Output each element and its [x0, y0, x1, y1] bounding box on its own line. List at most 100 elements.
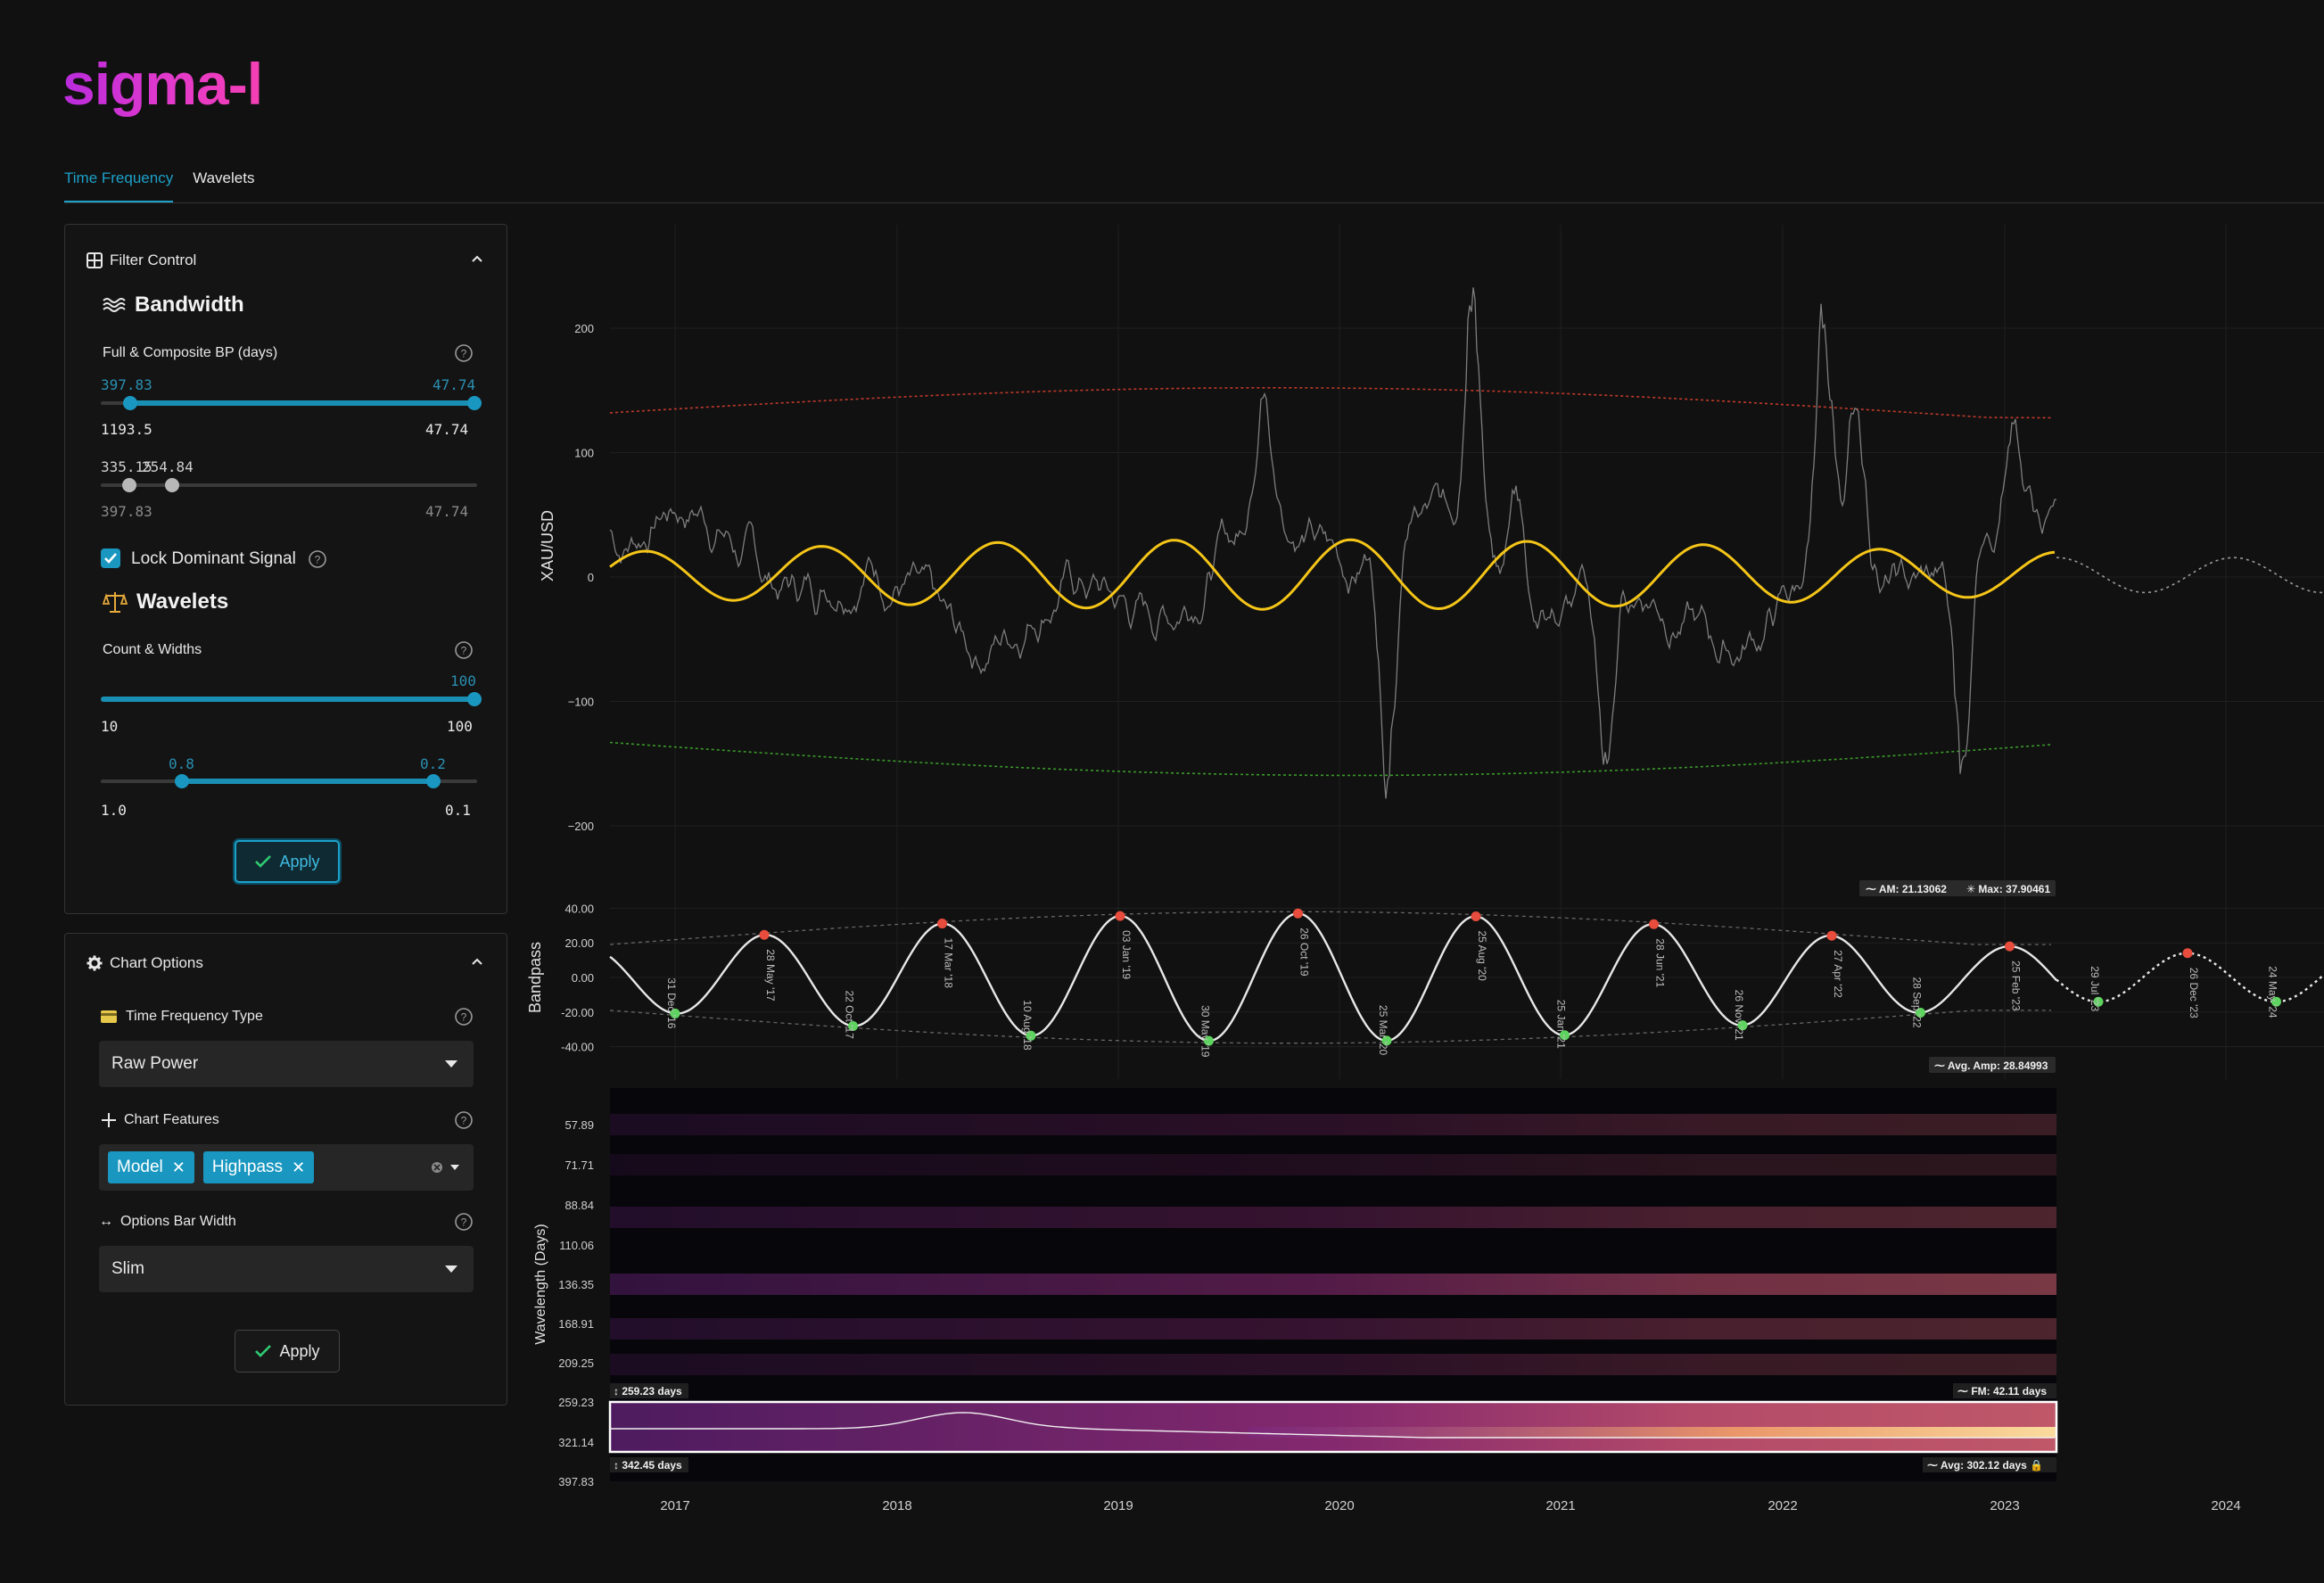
svg-text:?: ? [461, 348, 467, 360]
composite-slider-low-handle[interactable] [122, 478, 136, 492]
close-icon[interactable]: ✕ [292, 1158, 306, 1176]
bandpass-chart-layer: 31 Dec '16 22 Oct '17 10 Aug '18 30 May '19… [609, 880, 2324, 1073]
bandwidth-heading: Bandwidth [103, 293, 244, 317]
full-slider-max-label: 47.74 [425, 421, 469, 438]
x-tick-label: 2020 [1324, 1498, 1354, 1513]
tab-bar: Time Frequency Wavelets [64, 161, 274, 203]
peak-marker [1826, 930, 1837, 941]
scale-balance-icon [103, 592, 128, 613]
tf-type-label-row: Time Frequency Type [101, 1009, 263, 1025]
full-composite-label: Full & Composite BP (days) [103, 345, 278, 360]
close-icon[interactable]: ✕ [171, 1158, 185, 1176]
avg-box [1923, 1457, 2056, 1472]
tf-type-label: Time Frequency Type [126, 1009, 263, 1024]
peak-date-label: 26 Dec '23 [2188, 968, 2200, 1018]
count-slider-handle[interactable] [467, 692, 482, 706]
filter-control-title: Filter Control [110, 251, 197, 268]
full-slider-high-handle[interactable] [467, 396, 482, 410]
tab-wavelets[interactable]: Wavelets [193, 169, 255, 186]
lock-dominant-checkbox[interactable] [101, 548, 120, 568]
count-slider-min-label: 10 [101, 718, 119, 735]
svg-text:?: ? [461, 1115, 467, 1127]
trough-date-label: 26 Nov '21 [1733, 990, 1745, 1041]
tab-divider [64, 202, 2324, 203]
bar-width-label: Options Bar Width [120, 1214, 236, 1229]
heatmap-band [610, 1354, 2056, 1375]
heat-y-tick-label: 168.91 [558, 1317, 594, 1331]
count-slider-track[interactable] [101, 697, 475, 702]
filter-control-header[interactable]: Filter Control [87, 247, 485, 274]
trough-date-label: 29 Jul '23 [2089, 966, 2101, 1011]
heatmap-band [610, 1154, 2056, 1175]
width-slider-low-handle[interactable] [175, 774, 189, 788]
trough-marker [2093, 996, 2104, 1007]
peak-marker [1471, 911, 1481, 921]
svg-text:?: ? [461, 1011, 467, 1024]
filter-apply-button[interactable]: Apply [235, 840, 340, 883]
bar-width-value: Slim [111, 1259, 144, 1278]
clear-icon[interactable] [431, 1161, 443, 1174]
trough-marker [1381, 1035, 1392, 1046]
bar-width-label-row: ↔ Options Bar Width [99, 1214, 236, 1230]
help-icon[interactable]: ? [308, 549, 327, 569]
width-slider-low-value: 0.8 [169, 755, 194, 772]
chip-model[interactable]: Model ✕ [108, 1151, 194, 1183]
full-slider-low-value: 397.83 [101, 376, 152, 393]
heatmap-layer: ↕ 259.23 days ↕ 342.45 days ⁓ FM: 42.11 da… [608, 1088, 2058, 1481]
caret-down-icon [445, 1060, 457, 1068]
chart-features-multiselect[interactable]: Model ✕ Highpass ✕ [99, 1144, 474, 1191]
chip-highpass[interactable]: Highpass ✕ [202, 1151, 315, 1183]
tf-type-select[interactable]: Raw Power [99, 1041, 474, 1087]
am-annotation: ⁓ AM: 21.13062 [1866, 883, 1947, 895]
help-icon[interactable]: ? [454, 343, 474, 363]
help-icon[interactable]: ? [454, 1110, 474, 1130]
help-icon[interactable]: ? [454, 640, 474, 660]
caret-down-icon [445, 1266, 457, 1273]
help-icon[interactable]: ? [454, 1212, 474, 1232]
heat-y-tick-label: 209.25 [558, 1356, 594, 1370]
tab-time-frequency[interactable]: Time Frequency [64, 161, 174, 203]
y-tick-label: 0 [588, 571, 594, 584]
heat-y-tick-label: 57.89 [565, 1118, 594, 1132]
fm-box [1953, 1383, 2056, 1398]
width-slider-max-label: 0.1 [445, 802, 471, 819]
heatmap-band [610, 1207, 2056, 1228]
peak-date-label: 03 Jan '19 [1120, 930, 1133, 979]
trough-date-label: 28 Sep '22 [1911, 977, 1924, 1027]
width-slider-range [183, 779, 434, 784]
composite-slider-high-handle[interactable] [165, 478, 179, 492]
lower-envelope-line [609, 741, 2052, 777]
trough-date-label: 24 May '24 [2267, 966, 2279, 1018]
heatmap-band [610, 1114, 2056, 1135]
composite-slider-track[interactable] [101, 483, 477, 487]
grid-layer [610, 225, 2324, 1079]
heat-y-tick-label: 321.14 [558, 1436, 594, 1449]
width-slider-min-label: 1.0 [101, 802, 127, 819]
trough-date-label: 25 Mar '20 [1377, 1005, 1389, 1056]
chevron-up-icon[interactable] [469, 251, 485, 267]
trough-date-label: 31 Dec '16 [665, 977, 678, 1028]
gear-icon [87, 955, 103, 971]
dominant-wavelength-trace [610, 1412, 2055, 1439]
full-slider-high-value: 47.74 [433, 376, 476, 393]
width-slider-high-handle[interactable] [426, 774, 441, 788]
full-slider-min-label: 1193.5 [101, 421, 152, 438]
composite-slider-low-value: 335.15 [101, 458, 152, 475]
help-icon[interactable]: ? [454, 1007, 474, 1026]
svg-text:?: ? [461, 1216, 467, 1229]
card-icon [101, 1010, 117, 1023]
avg-amp-annotation-box [1929, 1057, 2056, 1073]
plus-icon [102, 1113, 116, 1127]
chevron-up-icon[interactable] [469, 953, 485, 969]
waves-icon [103, 298, 126, 312]
chart-options-apply-button[interactable]: Apply [235, 1330, 340, 1373]
wavelets-heading-text: Wavelets [136, 590, 229, 614]
full-slider-low-handle[interactable] [123, 396, 137, 410]
trough-marker [1916, 1007, 1925, 1018]
trough-marker [1560, 1030, 1570, 1041]
chart-options-header[interactable]: Chart Options [87, 950, 485, 977]
chart-options-panel: Chart Options Time Frequency Type ? Raw … [64, 933, 507, 1406]
check-icon [255, 1345, 272, 1357]
filter-apply-label: Apply [279, 852, 320, 870]
bar-width-select[interactable]: Slim [99, 1246, 474, 1292]
